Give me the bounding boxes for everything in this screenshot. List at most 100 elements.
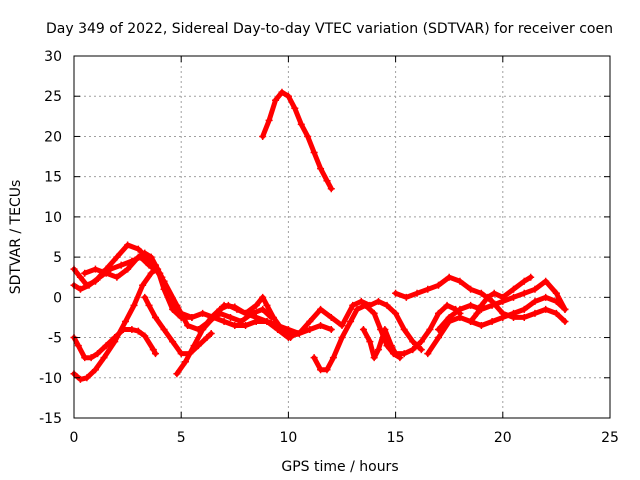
data-point	[199, 309, 207, 317]
data-point	[306, 317, 314, 325]
data-point	[227, 313, 235, 321]
data-point	[145, 261, 153, 269]
data-point	[434, 326, 442, 334]
data-point	[181, 358, 189, 366]
data-point	[520, 289, 528, 297]
data-point	[272, 96, 280, 104]
data-point	[151, 350, 159, 358]
data-point	[552, 289, 560, 297]
data-point	[329, 354, 337, 362]
data-point	[306, 326, 314, 334]
y-tick-label: -5	[48, 331, 62, 347]
data-point	[327, 326, 335, 334]
data-point	[141, 293, 149, 301]
data-point	[263, 317, 271, 325]
series-line	[260, 89, 334, 192]
data-point	[349, 301, 357, 309]
data-point	[304, 132, 312, 140]
data-point	[542, 293, 550, 301]
data-point	[259, 293, 267, 301]
series-arc-12	[359, 301, 464, 362]
data-point	[297, 120, 305, 128]
data-point	[499, 313, 507, 321]
series-arc-14	[424, 293, 569, 358]
series-arc-6	[141, 293, 215, 358]
data-point	[287, 330, 295, 338]
data-point	[199, 326, 207, 334]
data-point	[121, 317, 129, 325]
data-point	[542, 277, 550, 285]
data-point	[113, 273, 121, 281]
data-point	[527, 273, 535, 281]
x-tick-label: 25	[601, 430, 619, 446]
y-tick-label: -10	[39, 371, 62, 387]
data-point	[424, 285, 432, 293]
data-point	[400, 326, 408, 334]
data-point	[265, 116, 273, 124]
data-point	[531, 297, 539, 305]
data-point	[387, 342, 395, 350]
data-point	[445, 273, 453, 281]
data-point	[353, 305, 361, 313]
data-point	[177, 350, 185, 358]
data-point	[413, 289, 421, 297]
data-point	[124, 241, 132, 249]
data-point	[83, 374, 91, 382]
data-point	[209, 313, 217, 321]
data-point	[130, 301, 138, 309]
data-point	[456, 305, 464, 313]
data-point	[327, 185, 335, 193]
y-tick-label: 25	[44, 89, 62, 105]
data-point	[409, 338, 417, 346]
data-point	[134, 327, 142, 335]
data-point	[242, 321, 250, 329]
data-point	[111, 338, 119, 346]
data-point	[456, 313, 464, 321]
data-point	[145, 301, 153, 309]
series-layer	[70, 88, 569, 383]
data-point	[520, 305, 528, 313]
data-point	[284, 326, 292, 334]
data-point	[169, 338, 177, 346]
data-point	[499, 293, 507, 301]
data-point	[151, 313, 159, 321]
data-point	[190, 342, 198, 350]
data-point	[400, 350, 408, 358]
data-point	[242, 309, 250, 317]
data-point	[520, 313, 528, 321]
data-point	[359, 326, 367, 334]
data-point	[510, 293, 518, 301]
series-arc-13	[392, 273, 569, 325]
data-point	[102, 269, 110, 277]
chart-title: Day 349 of 2022, Sidereal Day-to-day VTE…	[46, 21, 613, 37]
data-point	[149, 346, 157, 354]
data-point	[510, 285, 518, 293]
data-point	[424, 350, 432, 358]
data-point	[484, 293, 492, 301]
data-point	[278, 326, 286, 334]
series-arc-10	[287, 297, 425, 354]
data-point	[488, 301, 496, 309]
data-point	[147, 269, 155, 277]
y-tick-label: 30	[44, 49, 62, 65]
data-point	[374, 297, 382, 305]
data-point	[291, 104, 299, 112]
data-point	[477, 301, 485, 309]
data-point	[113, 253, 121, 261]
data-point	[473, 309, 481, 317]
data-point	[456, 277, 464, 285]
data-point	[310, 149, 318, 157]
data-point	[139, 281, 147, 289]
data-point	[278, 88, 286, 96]
data-point	[154, 265, 162, 273]
data-point	[327, 313, 335, 321]
y-tick-label: 20	[44, 129, 62, 145]
x-tick-label: 5	[177, 430, 186, 446]
x-tick-label: 20	[494, 430, 512, 446]
data-point	[434, 309, 442, 317]
data-point	[434, 281, 442, 289]
data-point	[81, 354, 89, 362]
data-point	[177, 313, 185, 321]
y-tick-label: 5	[53, 250, 62, 266]
